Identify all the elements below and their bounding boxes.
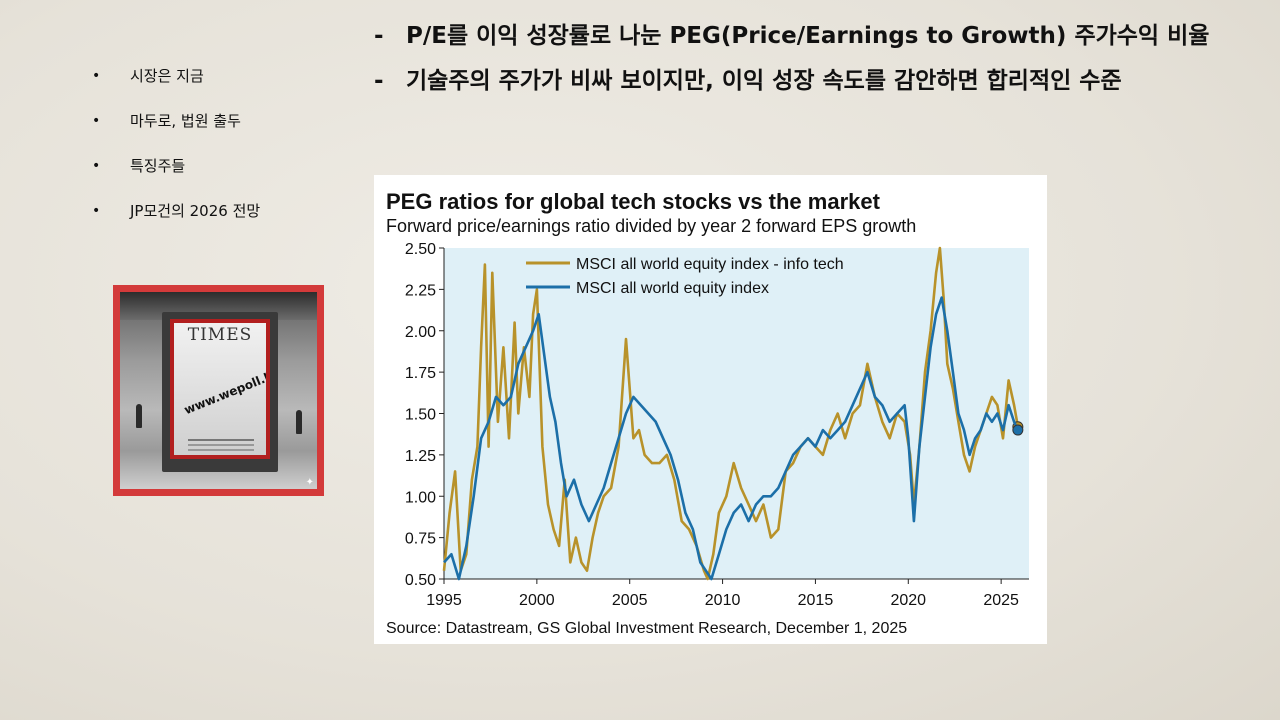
key-point: - P/E를 이익 성장률로 나눈 PEG(Price/Earnings to G… bbox=[374, 14, 1234, 59]
agenda-item-label: 특징주들 bbox=[130, 157, 186, 175]
legend-label: MSCI all world equity index - info tech bbox=[576, 256, 844, 273]
chart-source: Source: Datastream, GS Global Investment… bbox=[386, 620, 907, 637]
billboard: TIMES www.wepoll.kr bbox=[170, 319, 270, 459]
peg-chart-svg: PEG ratios for global tech stocks vs the… bbox=[386, 189, 1029, 637]
x-tick-label: 2015 bbox=[798, 592, 834, 609]
agenda-item-label: 마두로, 법원 출두 bbox=[130, 112, 241, 130]
agenda-item-label: 시장은 지금 bbox=[130, 67, 204, 85]
x-tick-label: 2025 bbox=[983, 592, 1019, 609]
chart-title: PEG ratios for global tech stocks vs the… bbox=[386, 189, 881, 214]
legend-label: MSCI all world equity index bbox=[576, 280, 769, 297]
x-tick-label: 2005 bbox=[612, 592, 648, 609]
peg-chart: PEG ratios for global tech stocks vs the… bbox=[374, 175, 1047, 644]
agenda-item: • JP모건의 2026 전망 bbox=[92, 197, 260, 242]
poster-watermark: www.wepoll.kr bbox=[182, 366, 266, 418]
chart-subtitle: Forward price/earnings ratio divided by … bbox=[386, 216, 916, 236]
bullet-dot-icon: • bbox=[92, 113, 101, 129]
y-tick-label: 1.50 bbox=[405, 407, 436, 424]
dash-marker: - bbox=[374, 68, 384, 94]
y-tick-label: 2.00 bbox=[405, 324, 436, 341]
bullet-dot-icon: • bbox=[92, 203, 101, 219]
sparkle-icon: ✦ bbox=[305, 477, 314, 488]
series-line bbox=[442, 246, 1020, 581]
x-axis: 1995 2000 2005 2010 2015 2020 2025 bbox=[426, 578, 1029, 609]
key-point-text: 기술주의 주가가 비싸 보이지만, 이익 성장 속도를 감안하면 합리적인 수준 bbox=[406, 68, 1122, 94]
agenda-item-label: JP모건의 2026 전망 bbox=[130, 202, 261, 220]
agenda-item: • 시장은 지금 bbox=[92, 62, 260, 107]
series-line bbox=[443, 296, 1020, 581]
poster-scene: TIMES www.wepoll.kr ✦ bbox=[120, 292, 317, 489]
pedestrian-figure bbox=[136, 404, 142, 428]
agenda-item: • 마두로, 법원 출두 bbox=[92, 107, 260, 152]
poster-masthead: TIMES bbox=[187, 325, 253, 345]
y-tick-label: 0.50 bbox=[405, 572, 436, 589]
bullet-dot-icon: • bbox=[92, 158, 101, 174]
billboard-face: TIMES www.wepoll.kr bbox=[174, 323, 266, 455]
x-tick-label: 1995 bbox=[426, 592, 462, 609]
y-tick-label: 0.75 bbox=[405, 531, 436, 548]
x-tick-label: 2010 bbox=[705, 592, 741, 609]
key-point-text: P/E를 이익 성장률로 나눈 PEG(Price/Earnings to Gr… bbox=[406, 23, 1210, 49]
key-point: - 기술주의 주가가 비싸 보이지만, 이익 성장 속도를 감안하면 합리적인 수… bbox=[374, 59, 1234, 104]
y-tick-label: 1.25 bbox=[405, 448, 436, 465]
x-tick-label: 2000 bbox=[519, 592, 555, 609]
series-end-marker bbox=[1012, 424, 1024, 436]
y-axis: 0.50 0.75 1.00 1.25 1.50 1.75 2.00 2.25 2.50 bbox=[405, 241, 445, 589]
y-tick-label: 2.25 bbox=[405, 282, 436, 299]
agenda-list: • 시장은 지금 • 마두로, 법원 출두 • 특징주들 • JP모건의 2026 전망 bbox=[92, 62, 260, 242]
series-lines bbox=[442, 246, 1024, 581]
y-tick-label: 2.50 bbox=[405, 241, 436, 258]
y-tick-label: 1.00 bbox=[405, 489, 436, 506]
key-points: - P/E를 이익 성장률로 나눈 PEG(Price/Earnings to G… bbox=[374, 14, 1234, 104]
dash-marker: - bbox=[374, 23, 384, 49]
legend: MSCI all world equity index - info tech M… bbox=[526, 256, 844, 297]
pedestrian-figure bbox=[296, 410, 302, 434]
bullet-dot-icon: • bbox=[92, 68, 101, 84]
x-tick-label: 2020 bbox=[890, 592, 926, 609]
y-tick-label: 1.75 bbox=[405, 365, 436, 382]
agenda-item: • 특징주들 bbox=[92, 152, 260, 197]
times-poster-image: TIMES www.wepoll.kr ✦ bbox=[113, 285, 324, 496]
poster-subtext-lines bbox=[188, 439, 254, 441]
